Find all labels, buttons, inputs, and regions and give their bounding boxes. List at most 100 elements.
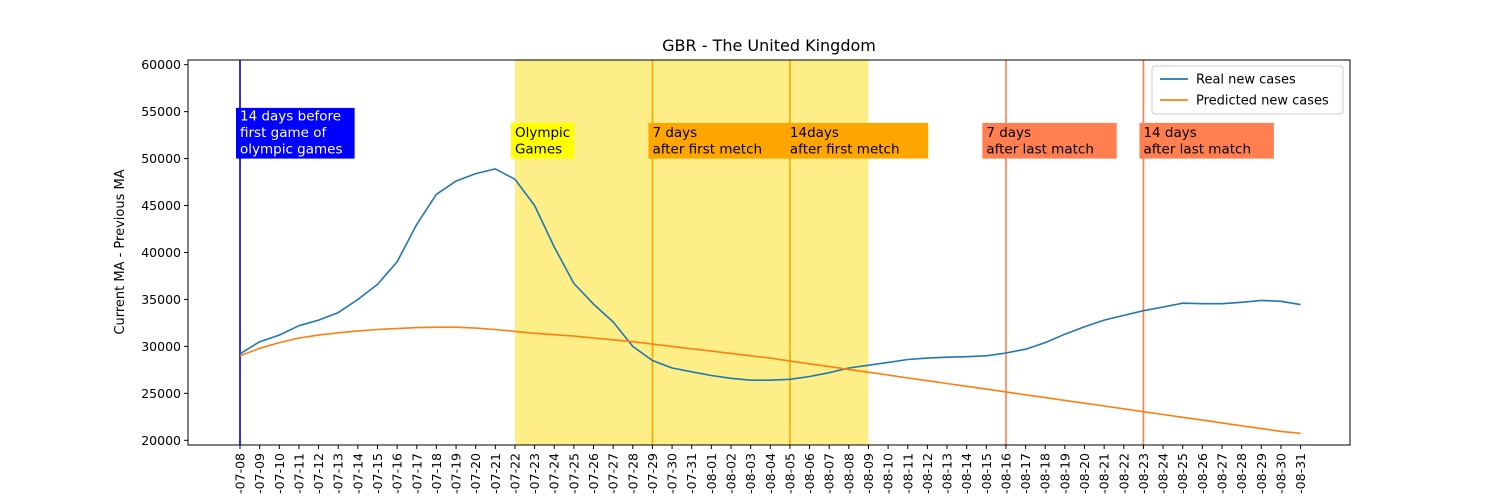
x-tick-label: -08-04 xyxy=(763,453,778,494)
x-tick-label: -08-12 xyxy=(920,453,935,494)
x-tick-label: -07-13 xyxy=(331,453,346,494)
annotation-box xyxy=(1139,122,1274,159)
y-tick-label: 35000 xyxy=(141,292,181,307)
series-line-real xyxy=(239,168,1301,382)
series-line-predicted xyxy=(239,326,1301,435)
x-tick-label: -07-22 xyxy=(507,453,522,494)
annotation-box xyxy=(510,122,575,159)
x-tick-label: -07-31 xyxy=(684,453,699,494)
y-axis: 20000 25000 30000 35000 40000 45000 50000 55000… xyxy=(141,57,188,448)
x-tick-label: -08-03 xyxy=(743,453,758,494)
x-tick-label: -07-18 xyxy=(429,453,444,494)
x-tick-label: -07-08 xyxy=(233,453,248,494)
x-tick-label: -07-29 xyxy=(645,453,660,494)
x-tick-label: -07-19 xyxy=(449,453,464,494)
x-tick-label: -08-28 xyxy=(1234,453,1249,494)
x-tick-label: -08-10 xyxy=(881,453,896,494)
x-tick-label: -08-05 xyxy=(782,453,797,494)
x-tick-label: -08-18 xyxy=(1038,453,1053,494)
x-tick-label: -07-30 xyxy=(665,453,680,494)
series-layer xyxy=(239,168,1301,435)
x-tick-label: -08-14 xyxy=(959,453,974,494)
x-tick-label: -08-21 xyxy=(1097,453,1112,494)
x-tick-label: -08-20 xyxy=(1077,453,1092,494)
chart-title: GBR - The United Kingdom xyxy=(662,36,876,55)
x-tick-label: -07-20 xyxy=(468,453,483,494)
x-tick-label: -08-06 xyxy=(802,453,817,494)
y-tick-label: 30000 xyxy=(141,339,181,354)
annotation-text: after first metch xyxy=(790,142,900,158)
x-tick-label: -07-12 xyxy=(311,453,326,494)
annotation-text: after first metch xyxy=(652,142,762,158)
x-tick-label: -07-27 xyxy=(606,453,621,494)
x-tick-label: -07-17 xyxy=(409,453,424,494)
x-tick-label: -08-31 xyxy=(1293,453,1308,494)
x-tick-label: -08-26 xyxy=(1195,453,1210,494)
olympic-period-shade xyxy=(514,60,869,445)
x-tick-label: -08-25 xyxy=(1175,453,1190,494)
y-tick-label: 20000 xyxy=(141,433,181,448)
x-tick-label: -08-08 xyxy=(841,453,856,494)
x-tick-label: -08-17 xyxy=(1018,453,1033,494)
annotation-text: after last match xyxy=(986,142,1094,158)
annotation-text: 14days xyxy=(790,125,839,141)
annotation-box xyxy=(648,122,791,159)
x-tick-label: -08-22 xyxy=(1116,453,1131,494)
x-tick-label: -07-14 xyxy=(350,453,365,494)
legend-label: Real new cases xyxy=(1196,73,1296,88)
x-tick-label: -08-16 xyxy=(998,453,1013,494)
annotation-text: Games xyxy=(515,142,562,158)
x-tick-label: -08-15 xyxy=(979,453,994,494)
y-tick-label: 55000 xyxy=(141,104,181,119)
legend: Real new cases Predicted new cases xyxy=(1151,65,1344,115)
x-tick-label: -08-11 xyxy=(900,453,915,494)
annotation-box xyxy=(982,122,1117,159)
y-tick-label: 25000 xyxy=(141,386,181,401)
legend-label: Predicted new cases xyxy=(1196,94,1329,109)
x-tick-label: -07-25 xyxy=(566,453,581,494)
annotation-text: 14 days xyxy=(1143,125,1196,141)
annotation-text: Olympic xyxy=(515,125,570,141)
x-tick-label: -08-30 xyxy=(1273,453,1288,494)
shaded-region-layer xyxy=(514,60,869,445)
annotation-text: first game of xyxy=(240,125,328,141)
x-tick-label: -07-09 xyxy=(252,453,267,494)
annotation-text: after last match xyxy=(1143,142,1251,158)
x-tick-label: -08-09 xyxy=(861,453,876,494)
x-tick-label: -07-28 xyxy=(625,453,640,494)
x-tick-label: -07-24 xyxy=(547,453,562,494)
x-tick-label: -07-26 xyxy=(586,453,601,494)
x-tick-label: -07-16 xyxy=(390,453,405,494)
x-tick-label: -08-01 xyxy=(704,453,719,494)
x-tick-label: -08-19 xyxy=(1057,453,1072,494)
x-tick-label: -07-10 xyxy=(272,453,287,494)
x-tick-label: -08-13 xyxy=(940,453,955,494)
x-tick-label: -08-02 xyxy=(724,453,739,494)
x-axis: -07-08 -07-09 -07-10 -07-11 -07-12 -07-13 -07-… xyxy=(233,445,1308,494)
y-tick-label: 50000 xyxy=(141,151,181,166)
annotation-text: 14 days before xyxy=(240,109,341,125)
annotation-text: 7 days xyxy=(986,125,1031,141)
x-tick-label: -08-23 xyxy=(1136,453,1151,494)
y-tick-label: 60000 xyxy=(141,57,181,72)
x-tick-label: -08-07 xyxy=(822,453,837,494)
y-axis-label: Current MA - Previous MA xyxy=(113,169,128,334)
x-tick-label: -07-23 xyxy=(527,453,542,494)
legend-box xyxy=(1151,65,1344,115)
x-tick-label: -07-15 xyxy=(370,453,385,494)
x-tick-label: -08-27 xyxy=(1215,453,1230,494)
annotation-text: olympic games xyxy=(240,142,343,158)
annotation-box xyxy=(785,122,929,159)
x-tick-label: -08-29 xyxy=(1254,453,1269,494)
annotation-text: 7 days xyxy=(652,125,697,141)
x-tick-label: -08-24 xyxy=(1156,453,1171,494)
annotation-box xyxy=(236,107,355,159)
